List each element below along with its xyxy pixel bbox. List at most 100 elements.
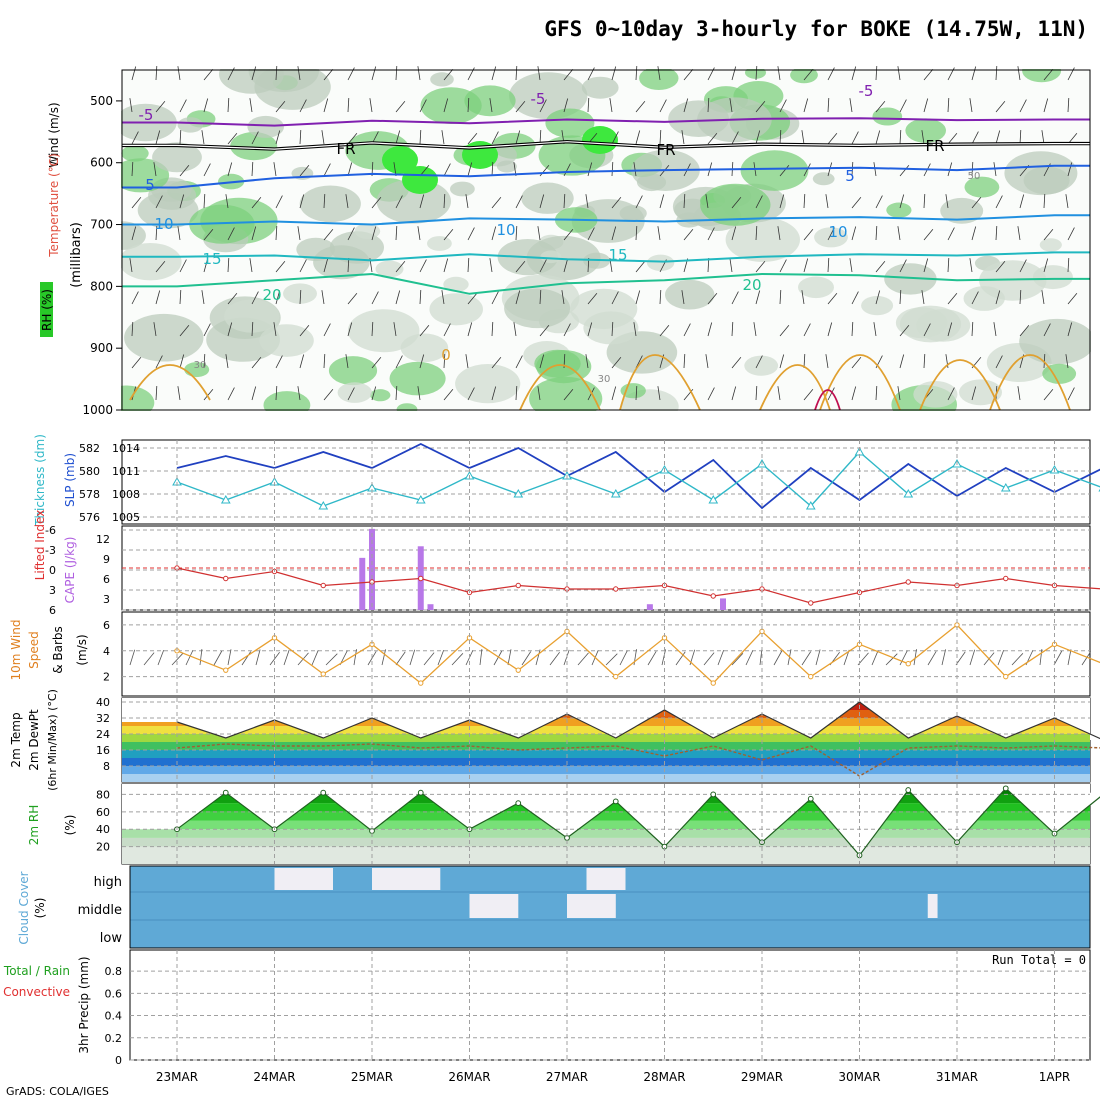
upper-wind-barb [323, 68, 334, 81]
temp-band [122, 742, 1090, 750]
upper-wind-barb [155, 65, 158, 81]
isotherm-label: 30 [194, 360, 207, 371]
upper-wind-barb [683, 98, 689, 113]
upper-wind-barb [467, 97, 470, 113]
upper-wind-barb [897, 226, 901, 241]
upper-wind-barb [611, 196, 622, 209]
upper-wind-barb [659, 129, 662, 145]
isotherm-label: -5 [531, 90, 546, 108]
surface-wind-barb [969, 649, 976, 666]
upper-wind-barb [563, 323, 571, 337]
rh-blob [121, 145, 149, 162]
upper-wind-barb [563, 68, 574, 81]
upper-wind-barb [347, 132, 358, 145]
surface-wind-barb [773, 650, 783, 666]
upper-wind-barb [659, 289, 662, 305]
upper-wind-barb [947, 132, 958, 145]
upper-wind-barb [395, 130, 401, 145]
upper-wind-barb [563, 193, 566, 209]
rh-marker [320, 789, 327, 796]
upper-wind-barb [131, 131, 139, 145]
thickness-tick: 576 [79, 511, 100, 524]
upper-wind-barb [947, 227, 955, 241]
upper-wind-barb [755, 100, 766, 113]
upper-wind-barb [731, 356, 742, 369]
rh-marker [710, 791, 717, 798]
upper-wind-barb [203, 193, 206, 209]
rh-blob [119, 243, 182, 281]
rh-blob [905, 118, 946, 143]
precip-axis-label: 3hr Precip (mm) [77, 956, 91, 1053]
wind-speed-marker [515, 667, 521, 673]
upper-wind-barb [347, 387, 355, 401]
cape-bar [646, 604, 653, 610]
upper-wind-barb [947, 322, 953, 337]
warm-contour [619, 354, 701, 411]
upper-wind-barb [323, 228, 334, 241]
upper-wind-barb [587, 292, 598, 305]
upper-wind-barb [659, 99, 667, 113]
upper-wind-barb [635, 385, 638, 401]
warm-contour [519, 364, 601, 411]
upper-wind-barb [251, 386, 257, 401]
upper-wind-barb [179, 289, 182, 305]
rh-blob [177, 117, 204, 133]
thickness-title-label: 1000-500mb [0, 451, 3, 528]
cloud-clear-cell [469, 894, 519, 918]
surface-wind-barb [885, 653, 898, 666]
lifted-marker [905, 579, 911, 585]
upper-wind-barb [465, 354, 469, 369]
surface-wind-barb [913, 649, 917, 666]
rh-blob [400, 333, 449, 363]
slp-tick: 1005 [112, 511, 140, 524]
thickness-marker [805, 500, 816, 510]
rh-blob [450, 181, 475, 197]
cloud-title: Cloud Cover [17, 871, 31, 944]
rh-blob [798, 276, 834, 299]
rh-band [122, 846, 1090, 865]
upper-wind-barb [827, 97, 830, 113]
temp-line [176, 701, 1100, 740]
upper-wind-barb [945, 194, 949, 209]
slp-tick: 1014 [112, 442, 140, 455]
cape-bar [359, 557, 366, 610]
upper-wind-barb [923, 228, 934, 241]
lifted-tick: -6 [45, 524, 56, 537]
surface-wind-barb [185, 650, 194, 666]
surface-wind-barb [507, 649, 512, 666]
upper-wind-barb [971, 66, 977, 81]
upper-wind-barb [1017, 66, 1021, 81]
upper-wind-barb [467, 257, 470, 273]
upper-wind-barb [417, 66, 421, 81]
upper-wind-barb [323, 98, 329, 113]
rh-band [122, 820, 1090, 830]
upper-wind-barb [873, 162, 877, 177]
upper-wind-barb [299, 99, 307, 113]
upper-wind-barb [657, 66, 661, 81]
thickness-marker [1000, 482, 1011, 492]
rh-blob [430, 72, 454, 87]
upper-wind-barb [395, 65, 398, 81]
upper-wind-barb [729, 258, 733, 273]
upper-wind-barb [849, 258, 853, 273]
upper-wind-barb [347, 292, 358, 305]
day-label-bottom: 30MAR [838, 1070, 880, 1084]
upper-wind-barb [587, 162, 593, 177]
day-label-bottom: 27MAR [546, 1070, 588, 1084]
rh-blob [646, 254, 675, 271]
thickness-marker [708, 494, 719, 504]
lifted-marker [515, 582, 521, 589]
upper-wind-barb [779, 129, 782, 145]
upper-wind-barb [513, 322, 517, 337]
thickness-marker [318, 500, 329, 510]
cloud-frame [129, 865, 1091, 949]
upper-wind-barb [995, 225, 998, 241]
surface-wind-barb [731, 653, 744, 666]
rh-blob [700, 183, 771, 226]
upper-wind-barb [755, 65, 758, 81]
upper-wind-barb [393, 322, 397, 337]
rh-mask [121, 42, 1093, 69]
upper-wind-barb [705, 354, 709, 369]
rh-blob-high [402, 166, 438, 194]
upper-wind-barb [371, 291, 379, 305]
